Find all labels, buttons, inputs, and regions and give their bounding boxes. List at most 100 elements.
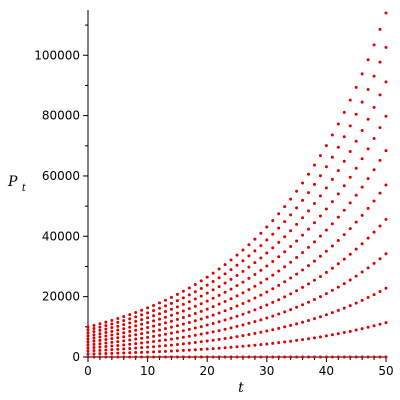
data-point (241, 248, 245, 252)
data-point (140, 313, 144, 317)
data-point (354, 301, 358, 305)
data-point (259, 293, 263, 297)
data-point (217, 311, 221, 315)
tick-marks (83, 24, 387, 362)
data-point (312, 163, 316, 167)
data-point (158, 339, 162, 343)
data-point (229, 306, 233, 310)
data-point (98, 345, 102, 349)
data-point (92, 355, 96, 359)
data-point (116, 320, 120, 324)
data-point (229, 268, 233, 272)
data-point (169, 349, 173, 353)
data-point (199, 317, 203, 321)
data-point (271, 341, 275, 345)
data-point (378, 158, 382, 162)
data-point (312, 317, 316, 321)
data-point (348, 150, 352, 154)
data-point (217, 293, 221, 297)
data-point (223, 309, 227, 313)
data-point (175, 299, 179, 303)
data-point (253, 272, 257, 276)
data-point (211, 313, 215, 317)
data-point (134, 319, 138, 323)
data-point (169, 307, 173, 311)
data-point (259, 244, 263, 248)
data-point (128, 313, 132, 317)
data-point (104, 348, 108, 352)
data-point (163, 310, 167, 314)
data-point (223, 272, 227, 276)
data-point (217, 285, 221, 289)
data-point (205, 315, 209, 319)
data-point (289, 244, 293, 248)
x-tick-label: 20 (200, 364, 215, 378)
data-point (169, 337, 173, 341)
data-point (336, 192, 340, 196)
data-point (116, 332, 120, 336)
data-point (146, 340, 150, 344)
data-point (384, 355, 388, 359)
data-point (175, 355, 179, 359)
data-point (175, 305, 179, 309)
data-point (104, 338, 108, 342)
data-point (259, 231, 263, 235)
data-point (277, 341, 281, 345)
data-point (241, 323, 245, 327)
data-point (199, 355, 203, 359)
data-point (223, 337, 227, 341)
data-point (330, 244, 334, 248)
data-point (348, 278, 352, 282)
data-point (295, 355, 299, 359)
data-point (128, 321, 132, 325)
data-point (193, 348, 197, 352)
data-point (324, 186, 328, 190)
data-point (247, 254, 251, 258)
data-point (229, 326, 233, 330)
data-point (348, 175, 352, 179)
data-point (223, 318, 227, 322)
data-point (277, 255, 281, 259)
data-point (295, 239, 299, 243)
data-point (187, 348, 191, 352)
data-point (134, 315, 138, 319)
data-point (348, 98, 352, 102)
data-point (199, 347, 203, 351)
data-point (86, 349, 90, 353)
data-point (372, 137, 376, 141)
data-point (366, 87, 370, 91)
data-point (241, 269, 245, 273)
data-point (163, 304, 167, 308)
data-point (301, 338, 305, 342)
data-point (247, 276, 251, 280)
data-point (330, 133, 334, 137)
data-point (330, 155, 334, 159)
data-point (360, 100, 364, 104)
data-point (330, 333, 334, 337)
data-point (384, 149, 388, 153)
data-point (110, 348, 114, 352)
data-point (235, 345, 239, 349)
data-point (152, 303, 156, 307)
data-point (301, 303, 305, 307)
data-point (354, 274, 358, 278)
data-point (283, 325, 287, 329)
data-point (146, 350, 150, 354)
data-point (104, 355, 108, 359)
data-point (277, 226, 281, 230)
data-point (223, 290, 227, 294)
data-point (253, 249, 257, 253)
data-point (295, 272, 299, 276)
data-point (265, 238, 269, 242)
data-point (134, 310, 138, 314)
data-point (187, 286, 191, 290)
data-point (384, 321, 388, 325)
data-point (205, 355, 209, 359)
data-point (241, 259, 245, 263)
data-point (223, 346, 227, 350)
data-point (199, 294, 203, 298)
data-point (122, 327, 126, 331)
data-point (372, 293, 376, 297)
data-point (265, 225, 269, 229)
x-tick-label: 0 (84, 364, 92, 378)
